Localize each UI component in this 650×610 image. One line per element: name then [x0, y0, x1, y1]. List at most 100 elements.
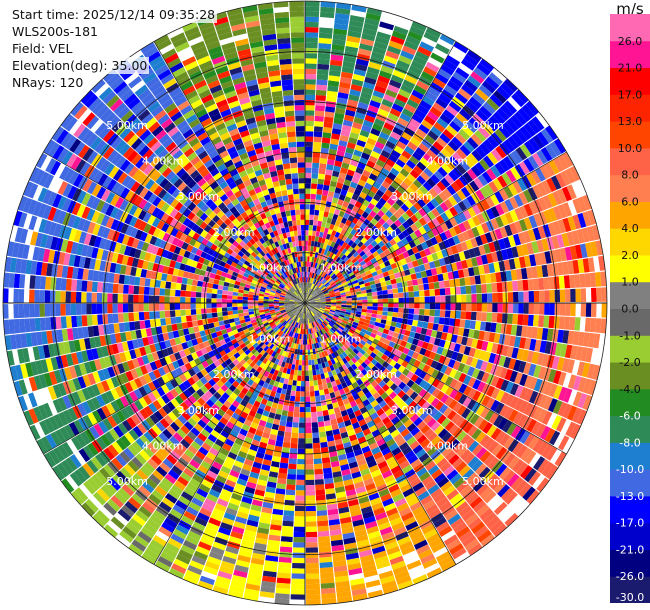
ppi-gate	[279, 366, 285, 373]
ppi-gate	[329, 311, 335, 315]
ppi-gate	[243, 529, 257, 538]
ppi-gate	[345, 267, 352, 273]
ppi-gate	[523, 158, 535, 172]
ppi-gate	[246, 358, 253, 365]
ppi-gate	[310, 300, 316, 303]
ppi-gate	[367, 66, 380, 75]
ppi-gate	[466, 49, 482, 63]
ppi-gate	[201, 502, 214, 513]
ppi-gate	[315, 364, 320, 370]
ppi-gate	[259, 517, 271, 525]
ppi-gate	[382, 294, 389, 299]
ppi-gate	[402, 335, 409, 342]
ppi-gate	[326, 269, 332, 275]
ppi-gate	[275, 321, 281, 326]
ppi-gate	[354, 200, 362, 209]
ppi-gate	[184, 362, 193, 371]
ppi-gate	[441, 446, 453, 458]
ppi-gate	[401, 212, 410, 221]
ppi-gate	[425, 191, 435, 201]
ppi-gate	[386, 284, 393, 290]
ppi-gate	[412, 482, 425, 492]
ppi-gate	[325, 355, 331, 362]
ppi-gate	[499, 449, 512, 463]
ppi-gate	[337, 273, 343, 279]
ppi-gate	[274, 341, 280, 347]
ppi-gate	[460, 186, 471, 198]
ppi-gate	[447, 513, 462, 526]
ppi-gate	[375, 80, 389, 89]
ppi-gate	[169, 338, 177, 347]
ppi-gate	[36, 438, 48, 454]
ppi-gate	[106, 498, 121, 512]
ppi-gate	[411, 246, 419, 254]
ppi-gate	[335, 155, 344, 162]
ppi-gate	[401, 281, 408, 288]
ppi-gate	[466, 337, 474, 347]
ppi-gate	[287, 310, 292, 315]
ppi-gate	[218, 526, 231, 536]
ppi-gate	[473, 348, 481, 359]
ppi-gate	[305, 219, 310, 225]
ppi-gate	[319, 264, 324, 271]
ppi-gate	[414, 297, 420, 303]
ppi-gate	[298, 306, 302, 312]
ppi-gate	[401, 464, 413, 474]
ppi-gate	[381, 237, 389, 245]
ppi-gate	[435, 303, 441, 310]
ppi-gate	[305, 557, 319, 564]
ppi-gate	[294, 338, 298, 344]
ppi-gate	[336, 319, 343, 324]
ppi-gate	[399, 402, 409, 411]
ppi-gates	[3, 1, 607, 605]
ppi-gate	[172, 360, 180, 370]
ppi-gate	[398, 373, 407, 382]
ppi-gate	[333, 324, 339, 330]
ppi-gate	[262, 357, 269, 365]
ppi-gate	[520, 447, 533, 462]
ppi-gate	[346, 407, 354, 415]
ppi-gate	[497, 484, 511, 498]
ppi-gate	[514, 89, 529, 104]
ppi-gate	[353, 319, 360, 324]
ppi-gate	[503, 334, 511, 346]
ppi-gate	[216, 330, 223, 337]
ppi-gate	[420, 71, 435, 82]
ppi-gate	[479, 450, 492, 463]
ppi-gate	[355, 58, 369, 67]
ppi-gate	[38, 374, 48, 389]
ppi-gate	[370, 185, 379, 194]
ppi-gate	[305, 11, 320, 17]
ppi-gate	[318, 352, 323, 359]
ppi-gate	[307, 323, 310, 329]
ppi-gate	[528, 471, 541, 486]
ppi-gate	[418, 315, 425, 322]
ppi-gate	[558, 275, 565, 289]
ppi-gate	[43, 418, 55, 433]
ppi-gate	[563, 275, 571, 289]
ppi-gate	[222, 354, 230, 362]
ppi-gate	[305, 391, 310, 397]
ppi-gate	[318, 336, 322, 342]
ppi-gate	[353, 448, 363, 457]
ppi-gate	[360, 423, 369, 432]
ppi-gate	[87, 442, 99, 456]
ppi-gate	[191, 338, 199, 346]
ppi-gate	[420, 327, 428, 335]
ppi-gate	[541, 264, 549, 278]
ppi-gate	[321, 351, 326, 358]
ppi-gate	[370, 128, 381, 137]
ppi-gate	[287, 474, 296, 480]
ppi-gate	[372, 146, 383, 155]
ppi-gate	[448, 399, 458, 410]
ppi-gate	[211, 484, 223, 494]
ppi-gate	[324, 308, 331, 311]
ppi-gate	[357, 300, 363, 303]
ppi-gate	[528, 363, 537, 377]
ppi-gate	[249, 509, 261, 517]
ppi-gate	[344, 288, 351, 293]
ppi-gate	[305, 240, 308, 246]
ppi-gate	[354, 529, 367, 538]
ppi-gate	[444, 84, 458, 96]
ppi-gate	[320, 271, 325, 277]
